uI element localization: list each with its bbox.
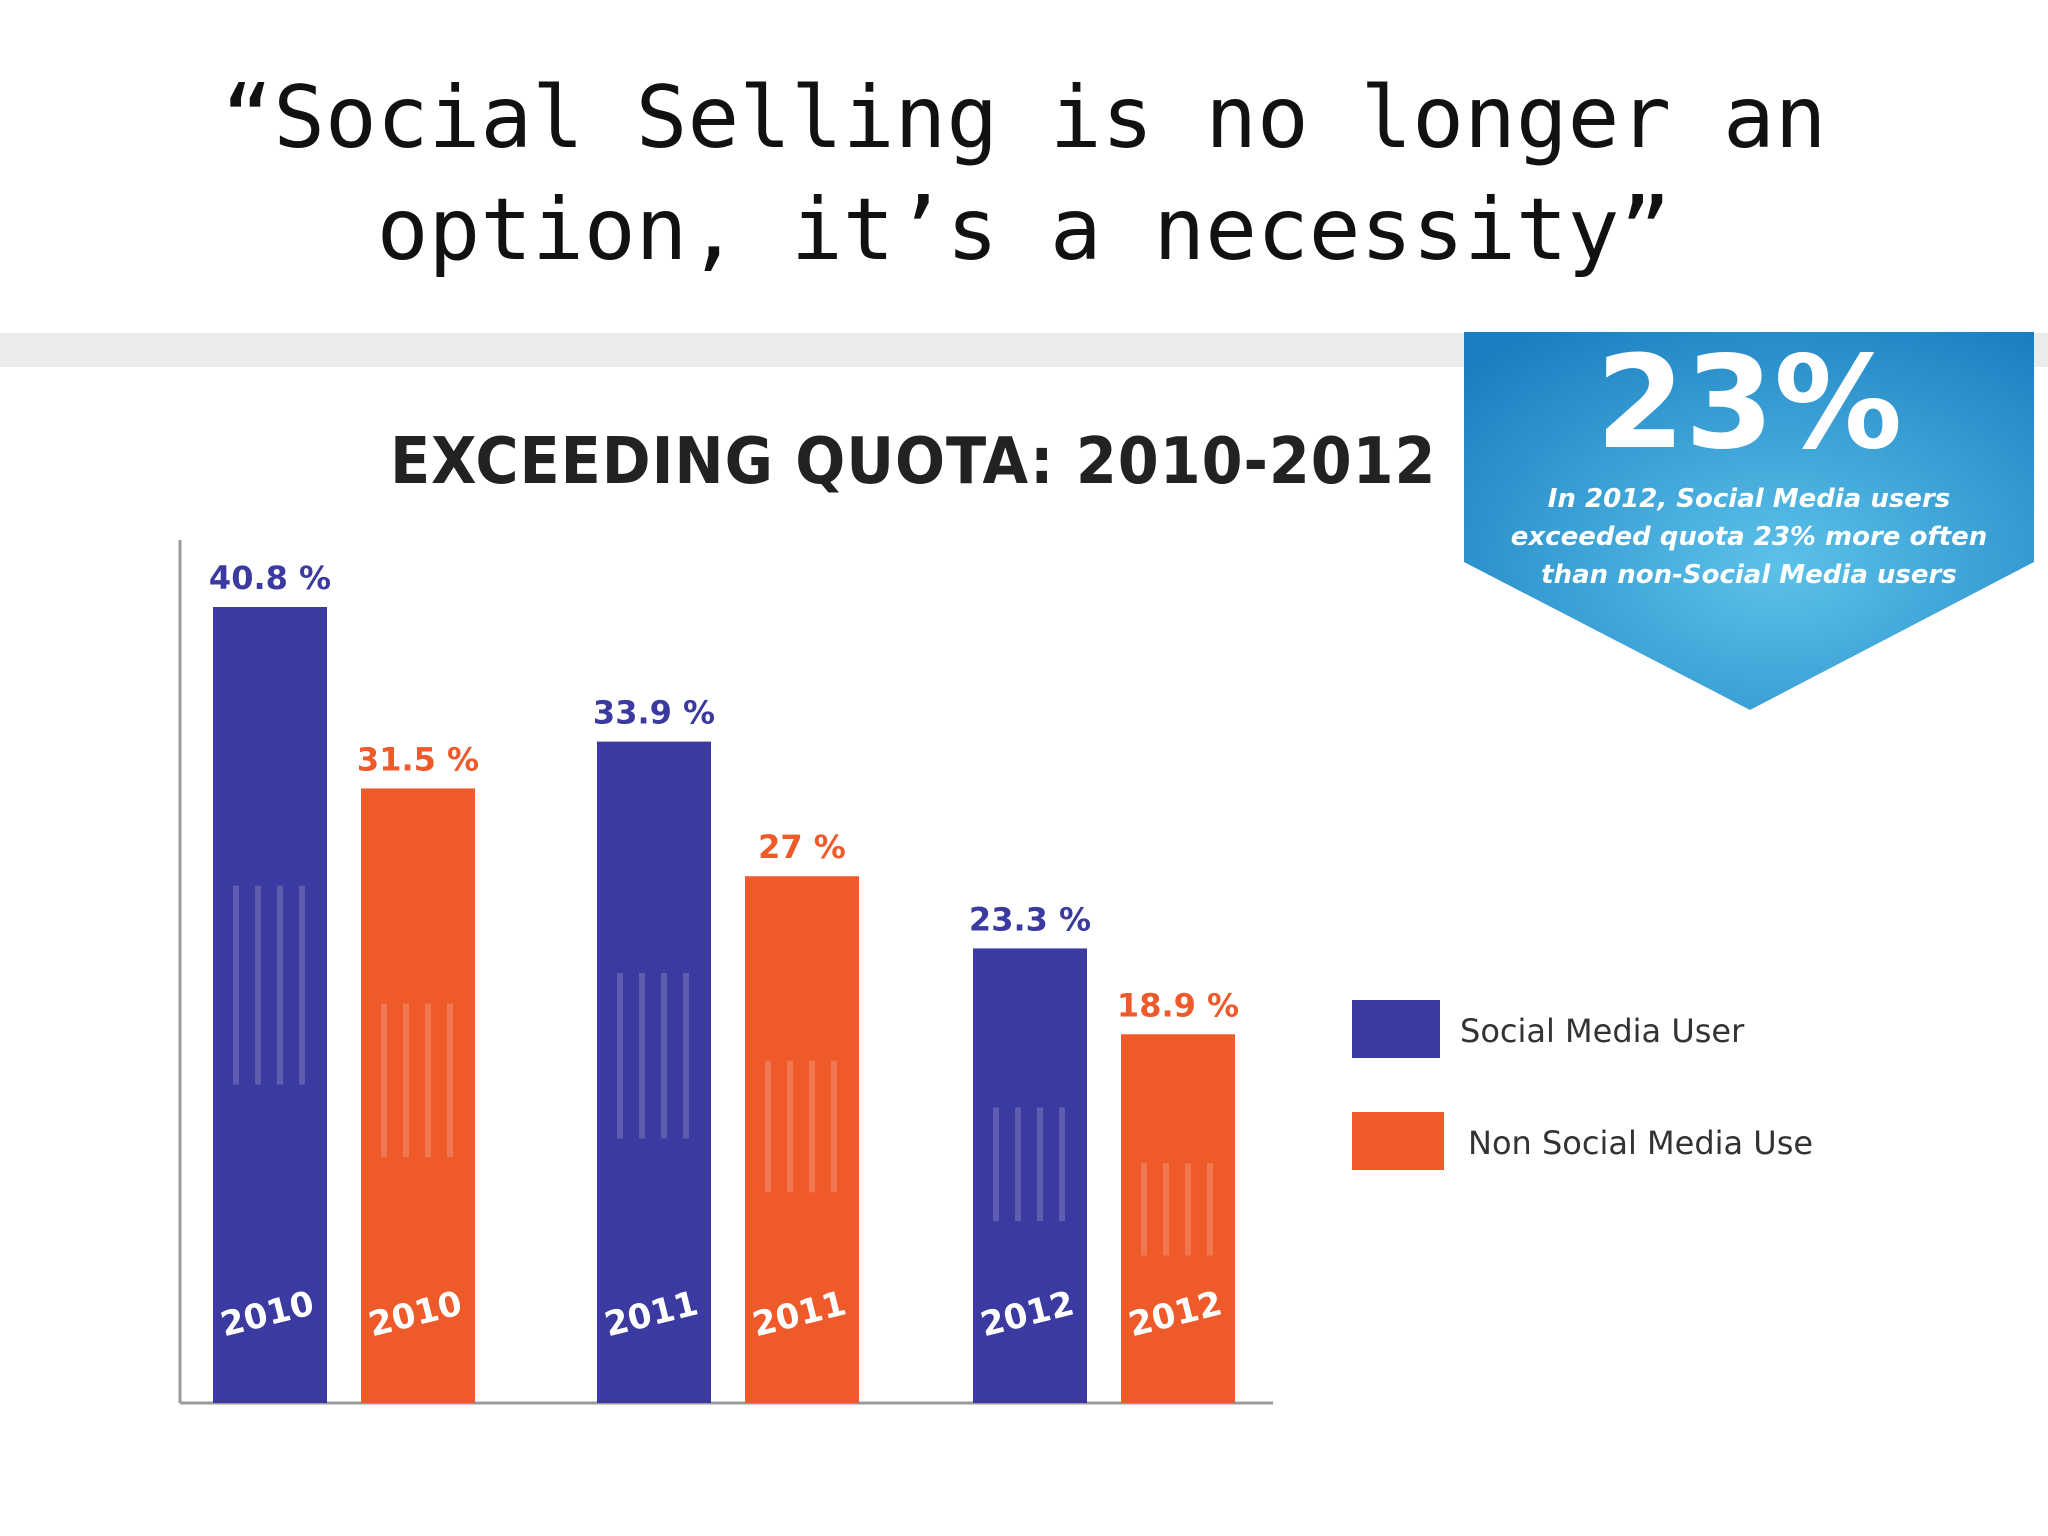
bar-texture-social-media-user-2012-0 bbox=[993, 1107, 999, 1222]
data-label-non-social-media-use-2011: 27 % bbox=[758, 828, 846, 866]
bar-texture-non-social-media-use-2010-1 bbox=[403, 1003, 409, 1158]
stat-callout-badge: 23% In 2012, Social Media users exceeded… bbox=[1462, 332, 2036, 712]
bar-texture-non-social-media-use-2012-0 bbox=[1141, 1163, 1147, 1256]
callout-headline: 23% bbox=[1595, 329, 1903, 478]
callout-shape bbox=[1464, 332, 2034, 710]
bar-texture-non-social-media-use-2011-3 bbox=[831, 1060, 837, 1193]
bar-texture-non-social-media-use-2010-0 bbox=[381, 1003, 387, 1158]
data-label-non-social-media-use-2010: 31.5 % bbox=[357, 740, 479, 778]
bar-texture-social-media-user-2010-0 bbox=[233, 885, 239, 1085]
bar-texture-social-media-user-2011-1 bbox=[639, 973, 645, 1139]
bar-texture-non-social-media-use-2010-2 bbox=[425, 1003, 431, 1158]
bar-texture-non-social-media-use-2011-1 bbox=[787, 1060, 793, 1193]
callout-text: In 2012, Social Media users exceeded quo… bbox=[1510, 484, 1988, 590]
bar-non-social-media-use-2011 bbox=[745, 876, 859, 1403]
bar-texture-social-media-user-2011-3 bbox=[683, 973, 689, 1139]
slide-title: “Social Selling is no longer an option, … bbox=[0, 62, 2048, 286]
chart-title: EXCEEDING QUOTA: 2010-2012 bbox=[390, 425, 1437, 499]
bar-texture-social-media-user-2010-1 bbox=[255, 885, 261, 1085]
bar-texture-social-media-user-2012-1 bbox=[1015, 1107, 1021, 1222]
slide-title-line-2: option, it’s a necessity” bbox=[376, 180, 1672, 280]
bar-texture-social-media-user-2011-0 bbox=[617, 973, 623, 1139]
data-label-non-social-media-use-2012: 18.9 % bbox=[1117, 986, 1239, 1024]
data-label-social-media-user-2010: 40.8 % bbox=[209, 559, 331, 597]
bar-social-media-user-2011 bbox=[597, 741, 711, 1403]
bar-social-media-user-2012 bbox=[973, 948, 1087, 1403]
bar-texture-non-social-media-use-2011-2 bbox=[809, 1060, 815, 1193]
bar-non-social-media-use-2012 bbox=[1121, 1034, 1235, 1403]
legend-label-social-media-user: Social Media User bbox=[1460, 1012, 1745, 1050]
bar-texture-non-social-media-use-2012-2 bbox=[1185, 1163, 1191, 1256]
bar-texture-non-social-media-use-2012-1 bbox=[1163, 1163, 1169, 1256]
bar-social-media-user-2010 bbox=[213, 607, 327, 1403]
data-label-social-media-user-2011: 33.9 % bbox=[593, 694, 715, 732]
bar-texture-social-media-user-2011-2 bbox=[661, 973, 667, 1139]
bar-non-social-media-use-2010 bbox=[361, 788, 475, 1403]
bar-texture-non-social-media-use-2010-3 bbox=[447, 1003, 453, 1158]
slide-title-line-1: “Social Selling is no longer an bbox=[221, 68, 1827, 168]
legend-label-non-social-media-use: Non Social Media Use bbox=[1468, 1124, 1814, 1162]
bar-texture-social-media-user-2010-3 bbox=[299, 885, 305, 1085]
bar-texture-social-media-user-2010-2 bbox=[277, 885, 283, 1085]
bar-texture-social-media-user-2012-2 bbox=[1037, 1107, 1043, 1222]
legend-swatch-non-social-media-use bbox=[1352, 1112, 1444, 1170]
legend-swatch-social-media-user bbox=[1352, 1000, 1440, 1058]
bar-texture-non-social-media-use-2012-3 bbox=[1207, 1163, 1213, 1256]
data-label-social-media-user-2012: 23.3 % bbox=[969, 900, 1091, 938]
bar-texture-social-media-user-2012-3 bbox=[1059, 1107, 1065, 1222]
bar-texture-non-social-media-use-2011-0 bbox=[765, 1060, 771, 1193]
